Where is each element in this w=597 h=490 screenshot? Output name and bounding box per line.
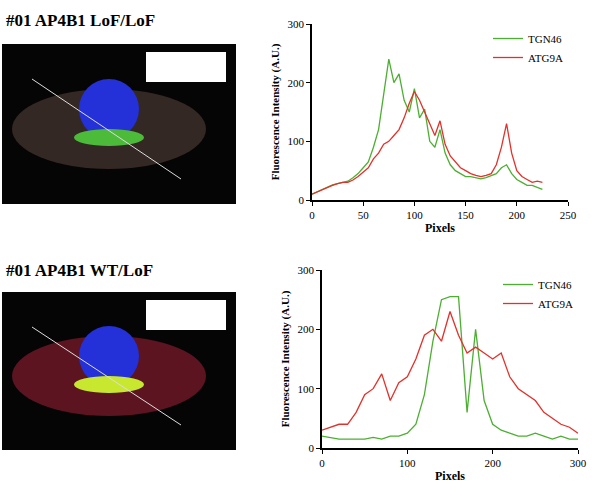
svg-text:300: 300 bbox=[570, 457, 587, 469]
svg-text:100: 100 bbox=[288, 135, 305, 147]
svg-text:100: 100 bbox=[399, 457, 416, 469]
svg-text:ATG9A: ATG9A bbox=[528, 52, 563, 64]
svg-text:300: 300 bbox=[288, 18, 305, 30]
svg-text:200: 200 bbox=[509, 209, 526, 221]
svg-text:0: 0 bbox=[309, 209, 315, 221]
svg-text:0: 0 bbox=[299, 194, 305, 206]
svg-text:100: 100 bbox=[298, 383, 315, 395]
svg-text:50: 50 bbox=[358, 209, 370, 221]
svg-text:200: 200 bbox=[484, 457, 501, 469]
svg-text:200: 200 bbox=[288, 77, 305, 89]
svg-text:TGN46: TGN46 bbox=[538, 279, 572, 291]
svg-text:TGN46: TGN46 bbox=[528, 33, 562, 45]
svg-text:250: 250 bbox=[560, 209, 577, 221]
svg-text:#01 AP4B1 LoF/LoF: #01 AP4B1 LoF/LoF bbox=[6, 11, 155, 30]
svg-text:Fluorescence Intensity (A.U.): Fluorescence Intensity (A.U.) bbox=[279, 290, 292, 427]
svg-text:0: 0 bbox=[319, 457, 325, 469]
svg-text:300: 300 bbox=[298, 264, 315, 276]
svg-text:Pixels: Pixels bbox=[425, 221, 455, 235]
svg-text:0: 0 bbox=[309, 442, 315, 454]
svg-text:100: 100 bbox=[406, 209, 423, 221]
svg-text:200: 200 bbox=[298, 323, 315, 335]
svg-text:#01 AP4B1 WT/LoF: #01 AP4B1 WT/LoF bbox=[6, 261, 153, 280]
svg-text:ATG9A: ATG9A bbox=[538, 298, 573, 310]
svg-text:Fluorescence Intensity (A.U.): Fluorescence Intensity (A.U.) bbox=[269, 43, 282, 180]
svg-text:150: 150 bbox=[457, 209, 474, 221]
svg-text:Pixels: Pixels bbox=[435, 469, 465, 483]
